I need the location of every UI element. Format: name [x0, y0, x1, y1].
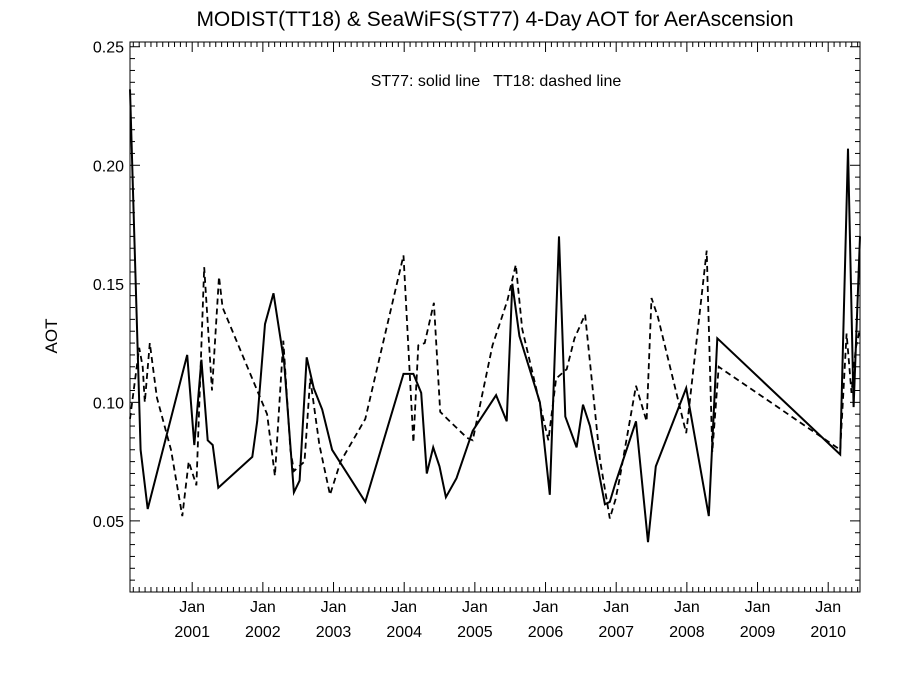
x-tick-year: 2006: [528, 624, 564, 641]
x-tick-year: 2010: [810, 624, 846, 641]
y-tick-label: 0.10: [93, 395, 124, 412]
y-tick-label: 0.15: [93, 277, 124, 294]
series-lines: [129, 89, 861, 543]
x-tick-month: Jan: [391, 599, 417, 616]
x-tick-year: 2004: [386, 624, 422, 641]
x-tick-month: Jan: [179, 599, 205, 616]
plot-frame: [129, 41, 861, 593]
x-tick-year: 2001: [174, 624, 210, 641]
x-tick-year: 2007: [598, 624, 634, 641]
x-tick-year: 2005: [457, 624, 493, 641]
x-tick-month: Jan: [603, 599, 629, 616]
y-tick-label: 0.25: [93, 40, 124, 57]
x-tick-year: 2003: [316, 624, 352, 641]
y-tick-label: 0.05: [93, 514, 124, 531]
x-tick-month: Jan: [533, 599, 559, 616]
x-tick-year: 2008: [669, 624, 705, 641]
x-tick-month: Jan: [745, 599, 771, 616]
x-tick-month: Jan: [321, 599, 347, 616]
legend-annotation: ST77: solid line TT18: dashed line: [371, 73, 622, 90]
y-tick-label: 0.20: [93, 158, 124, 175]
x-tick-year: 2002: [245, 624, 281, 641]
series-st77-line: [129, 89, 861, 543]
x-tick-month: Jan: [462, 599, 488, 616]
series-tt18-line: [129, 250, 861, 519]
chart-title: MODIST(TT18) & SeaWiFS(ST77) 4-Day AOT f…: [196, 8, 794, 31]
x-tick-year: 2009: [740, 624, 776, 641]
x-tick-month: Jan: [250, 599, 276, 616]
x-tick-month: Jan: [815, 599, 841, 616]
axis-ticks: 0.05 0.10 0.15 0.20 0.25 Jan 2001 Jan 2002 Jan 200…: [93, 40, 860, 641]
x-tick-month: Jan: [674, 599, 700, 616]
